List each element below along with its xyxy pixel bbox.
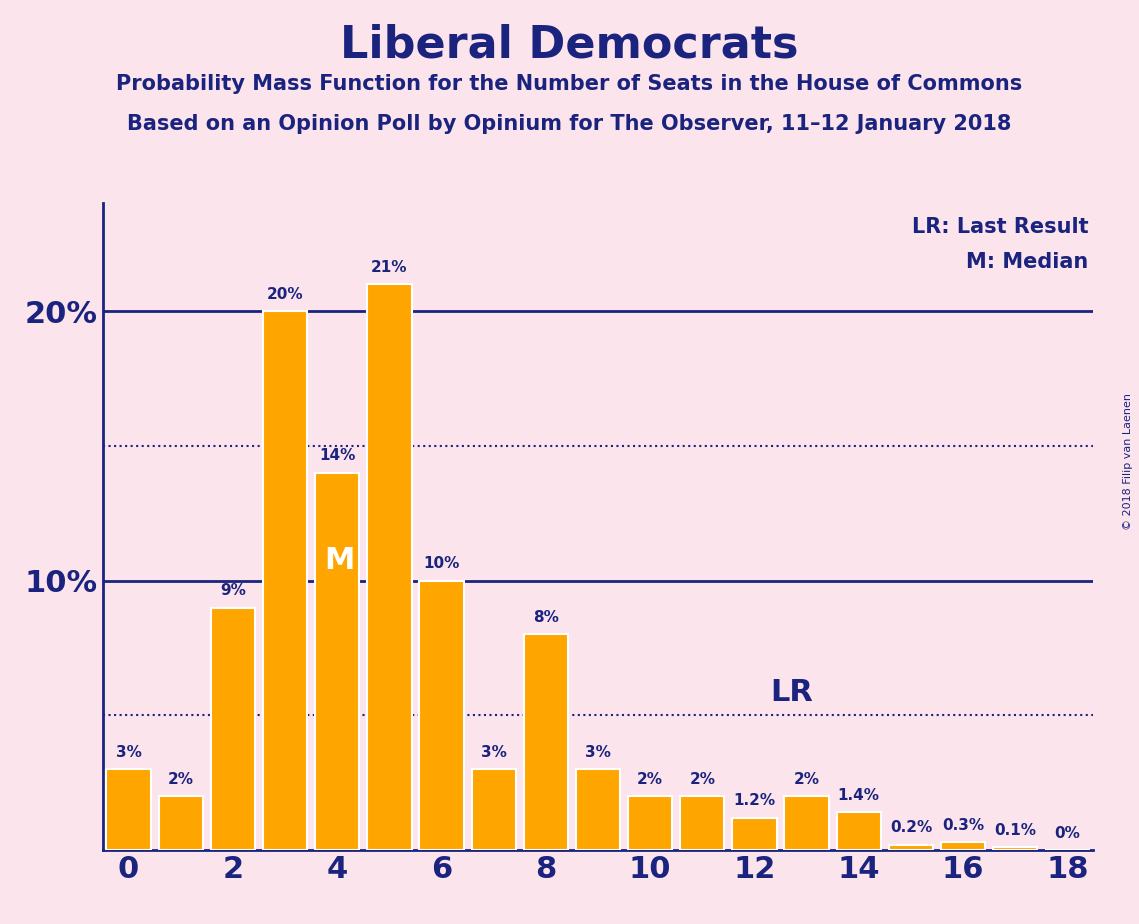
Text: 10%: 10% [424, 556, 460, 571]
Bar [211, 608, 255, 850]
Text: 20%: 20% [267, 286, 303, 301]
Text: LR: LR [770, 678, 813, 707]
Text: LR: Last Result: LR: Last Result [911, 217, 1088, 237]
Text: 3%: 3% [585, 745, 611, 760]
Bar [628, 796, 672, 850]
Bar [836, 812, 880, 850]
Text: 2%: 2% [637, 772, 663, 786]
Text: 3%: 3% [116, 745, 141, 760]
Text: M: Median: M: Median [966, 252, 1088, 272]
Bar [941, 842, 985, 850]
Text: 0.1%: 0.1% [994, 823, 1036, 838]
Text: Based on an Opinion Poll by Opinium for The Observer, 11–12 January 2018: Based on an Opinion Poll by Opinium for … [128, 114, 1011, 134]
Bar [263, 311, 308, 850]
Bar [576, 769, 620, 850]
Text: 0.2%: 0.2% [890, 821, 932, 835]
Bar [106, 769, 150, 850]
Text: 2%: 2% [689, 772, 715, 786]
Text: 3%: 3% [481, 745, 507, 760]
Bar [316, 473, 360, 850]
Text: M: M [325, 546, 355, 575]
Text: 1.2%: 1.2% [734, 794, 776, 808]
Bar [732, 818, 777, 850]
Bar [993, 847, 1038, 850]
Text: 14%: 14% [319, 448, 355, 463]
Text: 21%: 21% [371, 260, 408, 274]
Text: 0.3%: 0.3% [942, 818, 984, 833]
Text: 2%: 2% [167, 772, 194, 786]
Text: Probability Mass Function for the Number of Seats in the House of Commons: Probability Mass Function for the Number… [116, 74, 1023, 94]
Text: Liberal Democrats: Liberal Democrats [341, 23, 798, 67]
Bar [785, 796, 829, 850]
Bar [888, 845, 933, 850]
Text: © 2018 Filip van Laenen: © 2018 Filip van Laenen [1123, 394, 1133, 530]
Text: 0%: 0% [1055, 826, 1080, 841]
Text: 2%: 2% [794, 772, 820, 786]
Text: 8%: 8% [533, 610, 559, 625]
Bar [367, 285, 411, 850]
Bar [524, 635, 568, 850]
Bar [419, 580, 464, 850]
Bar [158, 796, 203, 850]
Text: 9%: 9% [220, 583, 246, 598]
Text: 1.4%: 1.4% [838, 788, 879, 803]
Bar [680, 796, 724, 850]
Bar [472, 769, 516, 850]
